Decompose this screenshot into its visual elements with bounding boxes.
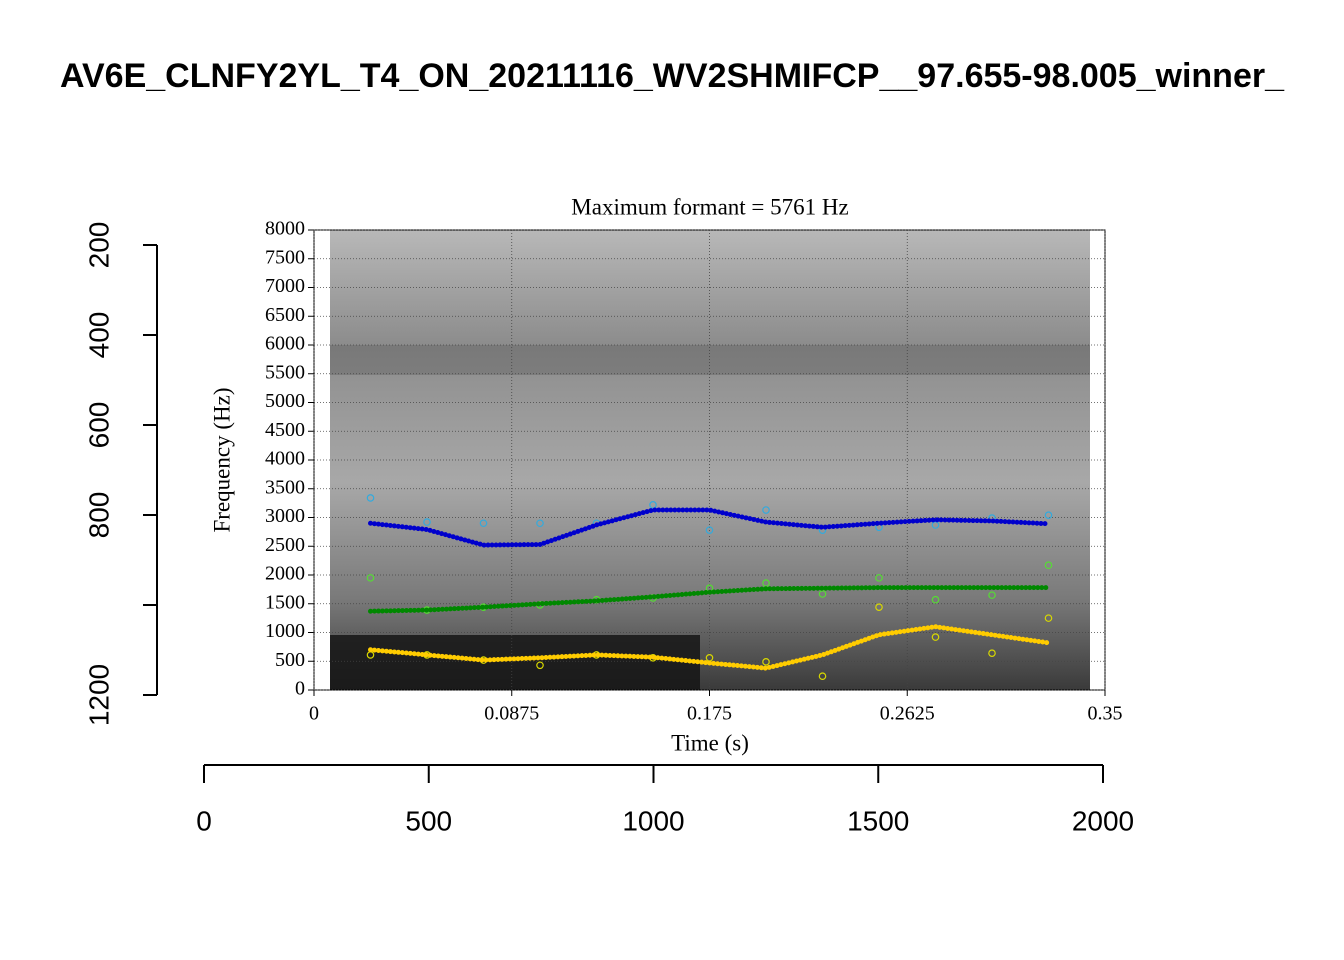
y-tick-label: 1500 [265,591,305,613]
plot-title: Maximum formant = 5761 Hz [571,194,848,219]
x-tick-label: 0.35 [1088,703,1123,725]
y-tick-label: 7500 [265,246,305,268]
formant-track [368,507,1051,548]
formant-point [875,574,883,582]
x-tick-label: 0.2625 [880,703,935,725]
y-axis-label: Frequency (Hz) [209,388,234,533]
y-tick-label: 2000 [265,563,305,585]
formant-point [1044,614,1053,622]
formant-track [368,624,1051,671]
formant-point [875,603,883,612]
formant-point [366,494,375,502]
y-tick-label: 5500 [265,361,305,383]
y-tick-label: 5000 [265,390,305,412]
spectrogram-dark-band [330,635,700,690]
spectrogram-band [330,345,1090,375]
formant-point [705,526,714,534]
outer-x-tick-label: 0 [196,805,212,836]
outer-x-tick-label: 500 [405,805,452,836]
figure-title: AV6E_CLNFY2YL_T4_ON_20211116_WV2SHMIFCP_… [60,57,1285,95]
formant-point [479,519,488,528]
formant-point [762,506,770,514]
y-tick-label: 2500 [265,534,305,556]
outer-y-tick-label: 400 [83,312,114,359]
y-tick-label: 3500 [265,476,305,498]
y-tick-label: 500 [275,649,305,671]
y-tick-label: 1000 [265,620,305,642]
formant-point [762,579,770,587]
y-tick-label: 6000 [265,333,305,355]
formant-point [818,590,827,598]
y-tick-label: 4000 [265,448,305,470]
x-axis-label: Time (s) [671,730,749,755]
y-tick-label: 0 [295,678,305,700]
formant-point [1044,511,1053,520]
y-tick-label: 8000 [265,218,305,240]
outer-y-tick-label: 800 [83,492,114,539]
formant-point [762,658,770,666]
x-tick-label: 0 [309,703,319,725]
formant-track [368,585,1051,614]
formant-point [649,501,657,509]
y-tick-label: 4500 [265,419,305,441]
formant-point [366,574,375,582]
outer-x-tick-label: 1000 [622,805,684,836]
formant-point [536,661,544,670]
outer-y-tick-label: 600 [83,402,114,449]
formant-point [931,595,940,604]
formant-point [423,518,431,526]
outer-x-tick-label: 2000 [1072,805,1134,836]
y-tick-label: 6500 [265,304,305,326]
formant-point [988,591,996,599]
formant-point [931,633,940,641]
y-tick-label: 7000 [265,275,305,297]
outer-y-tick-label: 200 [83,222,114,269]
outer-x-tick-label: 1500 [847,805,909,836]
y-tick-label: 3000 [265,505,305,527]
outer-y-tick-label: 1200 [83,664,114,726]
formant-point [988,649,996,658]
formant-point [818,672,827,681]
x-tick-label: 0.0875 [484,703,539,725]
formant-point [536,519,544,528]
formant-point [1044,561,1053,570]
x-tick-label: 0.175 [687,703,732,725]
